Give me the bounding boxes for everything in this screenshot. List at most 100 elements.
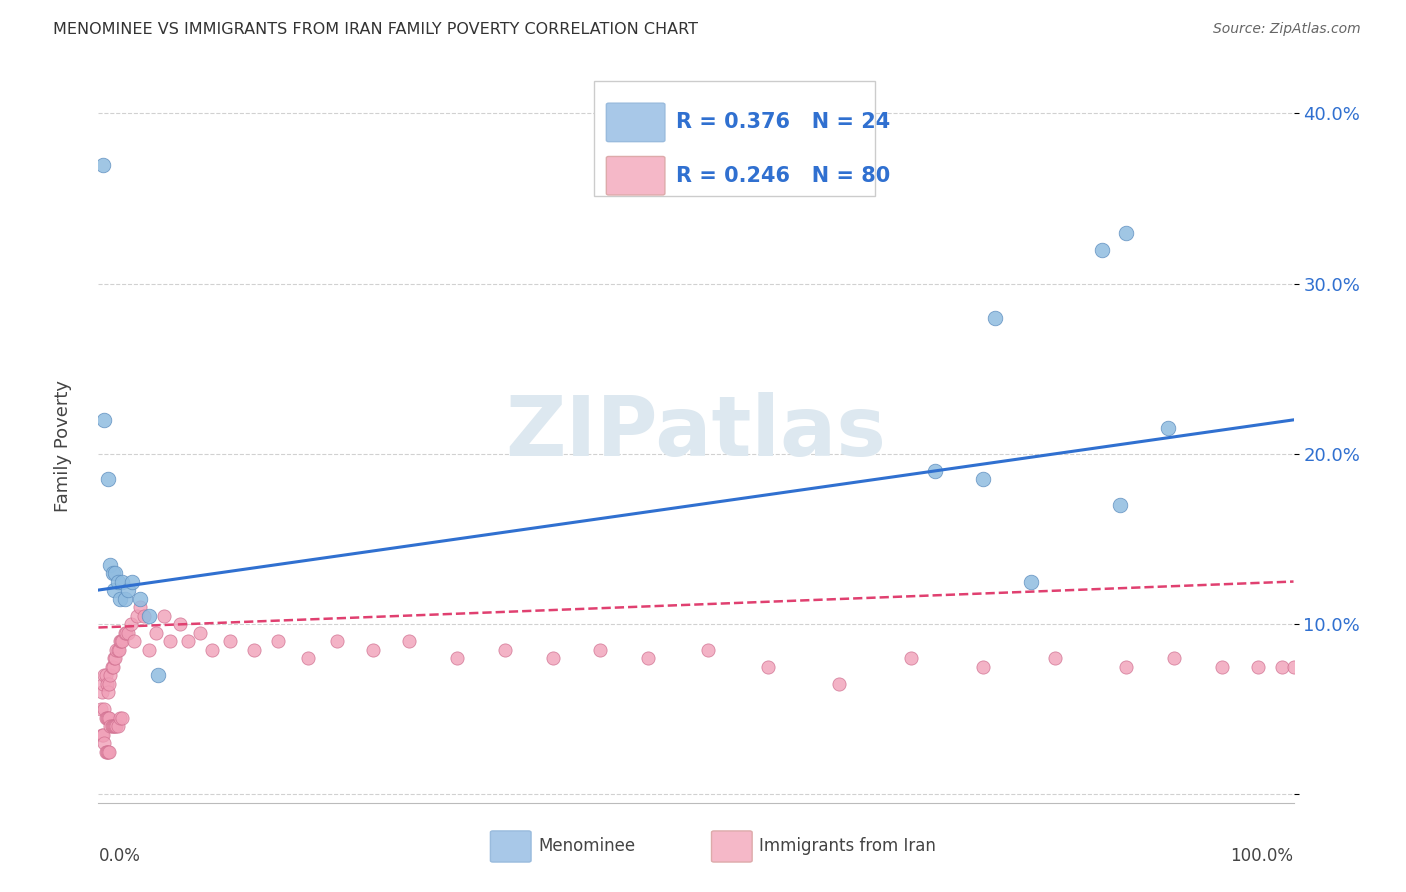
Point: [138, 608, 160, 623]
Point: [924, 464, 946, 478]
Point: [114, 591, 136, 606]
Point: [159, 634, 181, 648]
Text: 0.0%: 0.0%: [98, 847, 141, 865]
Point: [90, 702, 112, 716]
Point: [398, 634, 420, 648]
Text: Family Poverty: Family Poverty: [55, 380, 72, 512]
Point: [828, 676, 851, 690]
Point: [98, 711, 121, 725]
Point: [93, 668, 115, 682]
Point: [91, 728, 114, 742]
Point: [91, 728, 114, 742]
Point: [972, 472, 994, 486]
Text: R = 0.246   N = 80: R = 0.246 N = 80: [676, 166, 890, 186]
Point: [91, 676, 114, 690]
Text: 100.0%: 100.0%: [1230, 847, 1294, 865]
Point: [326, 634, 349, 648]
Point: [1043, 651, 1066, 665]
Point: [104, 719, 127, 733]
Point: [297, 651, 319, 665]
Point: [1282, 659, 1305, 673]
Point: [103, 719, 125, 733]
Point: [900, 651, 922, 665]
Text: Immigrants from Iran: Immigrants from Iran: [759, 838, 936, 855]
Point: [94, 745, 117, 759]
Point: [111, 711, 134, 725]
FancyBboxPatch shape: [491, 831, 531, 862]
Point: [93, 702, 115, 716]
Point: [1091, 243, 1114, 257]
Point: [1271, 659, 1294, 673]
Point: [111, 574, 134, 589]
Point: [98, 668, 122, 682]
Point: [124, 634, 146, 648]
Point: [98, 676, 121, 690]
Point: [1115, 659, 1137, 673]
FancyBboxPatch shape: [606, 156, 665, 195]
Point: [117, 582, 139, 597]
Point: [132, 608, 155, 623]
Point: [96, 711, 118, 725]
Point: [1019, 574, 1042, 589]
Point: [104, 651, 127, 665]
Point: [107, 719, 129, 733]
Point: [101, 566, 124, 580]
Point: [98, 558, 122, 572]
Point: [129, 591, 152, 606]
Point: [108, 634, 131, 648]
Point: [153, 608, 176, 623]
Point: [169, 617, 191, 632]
Point: [363, 642, 385, 657]
Point: [138, 642, 160, 657]
Point: [91, 685, 114, 699]
Point: [98, 745, 121, 759]
Point: [145, 625, 167, 640]
Point: [107, 642, 129, 657]
Point: [243, 642, 266, 657]
Point: [121, 574, 143, 589]
Text: Source: ZipAtlas.com: Source: ZipAtlas.com: [1213, 22, 1361, 37]
Point: [98, 719, 122, 733]
Point: [589, 642, 612, 657]
Text: ZIPatlas: ZIPatlas: [506, 392, 886, 473]
Point: [201, 642, 224, 657]
Point: [972, 659, 994, 673]
Point: [93, 736, 115, 750]
Point: [91, 157, 114, 171]
Point: [1163, 651, 1185, 665]
Point: [125, 608, 148, 623]
Text: R = 0.376   N = 24: R = 0.376 N = 24: [676, 112, 890, 132]
Point: [129, 600, 152, 615]
Point: [984, 310, 1007, 325]
Point: [96, 676, 118, 690]
Point: [103, 582, 125, 597]
Point: [94, 668, 117, 682]
Text: MENOMINEE VS IMMIGRANTS FROM IRAN FAMILY POVERTY CORRELATION CHART: MENOMINEE VS IMMIGRANTS FROM IRAN FAMILY…: [53, 22, 699, 37]
Point: [1247, 659, 1270, 673]
Point: [107, 642, 129, 657]
Point: [111, 634, 134, 648]
Point: [494, 642, 516, 657]
Text: Menominee: Menominee: [538, 838, 636, 855]
Point: [697, 642, 720, 657]
Point: [756, 659, 779, 673]
Point: [103, 651, 125, 665]
Point: [120, 617, 142, 632]
FancyBboxPatch shape: [595, 81, 875, 195]
Point: [1157, 421, 1180, 435]
Point: [97, 472, 120, 486]
Point: [100, 719, 122, 733]
Point: [446, 651, 468, 665]
Point: [100, 659, 122, 673]
Point: [97, 685, 120, 699]
Point: [97, 745, 120, 759]
Point: [97, 711, 120, 725]
Point: [267, 634, 290, 648]
Point: [104, 566, 127, 580]
Point: [177, 634, 200, 648]
Point: [219, 634, 242, 648]
Point: [1211, 659, 1233, 673]
Point: [541, 651, 564, 665]
Point: [108, 591, 131, 606]
Point: [117, 625, 139, 640]
